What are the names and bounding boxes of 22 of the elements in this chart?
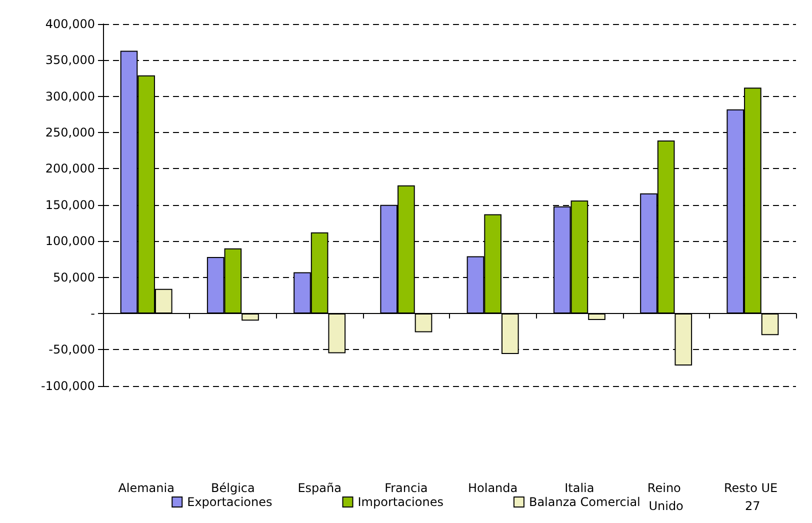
- y-tick-label: -: [90, 306, 95, 320]
- y-tick-label: 50,000: [53, 270, 95, 284]
- legend-label: Importaciones: [358, 495, 444, 509]
- legend-label: Balanza Comercial: [528, 495, 640, 509]
- legend-label: Exportaciones: [187, 495, 272, 509]
- x-tick-label: Bélgica: [211, 481, 255, 495]
- x-tick-label: Alemania: [118, 481, 174, 495]
- x-tick-label: Italia: [564, 481, 594, 495]
- y-tick-label: 100,000: [45, 234, 95, 248]
- x-tick-label: Francia: [384, 481, 428, 495]
- x-tick-label: Reino Unido: [647, 481, 685, 513]
- y-tick-label: 400,000: [45, 17, 95, 31]
- x-tick-label: Resto UE 27: [724, 481, 782, 513]
- y-tick-label: 250,000: [45, 126, 95, 140]
- y-tick-label: -100,000: [41, 378, 95, 393]
- y-tick-label: 350,000: [45, 53, 95, 68]
- x-tick-label: España: [298, 481, 342, 495]
- y-tick-label: 200,000: [45, 162, 95, 176]
- y-tick-label: -50,000: [48, 342, 95, 357]
- x-tick-label: Holanda: [468, 481, 518, 495]
- y-tick-label: 150,000: [45, 198, 95, 212]
- y-tick-label: 300,000: [45, 89, 95, 104]
